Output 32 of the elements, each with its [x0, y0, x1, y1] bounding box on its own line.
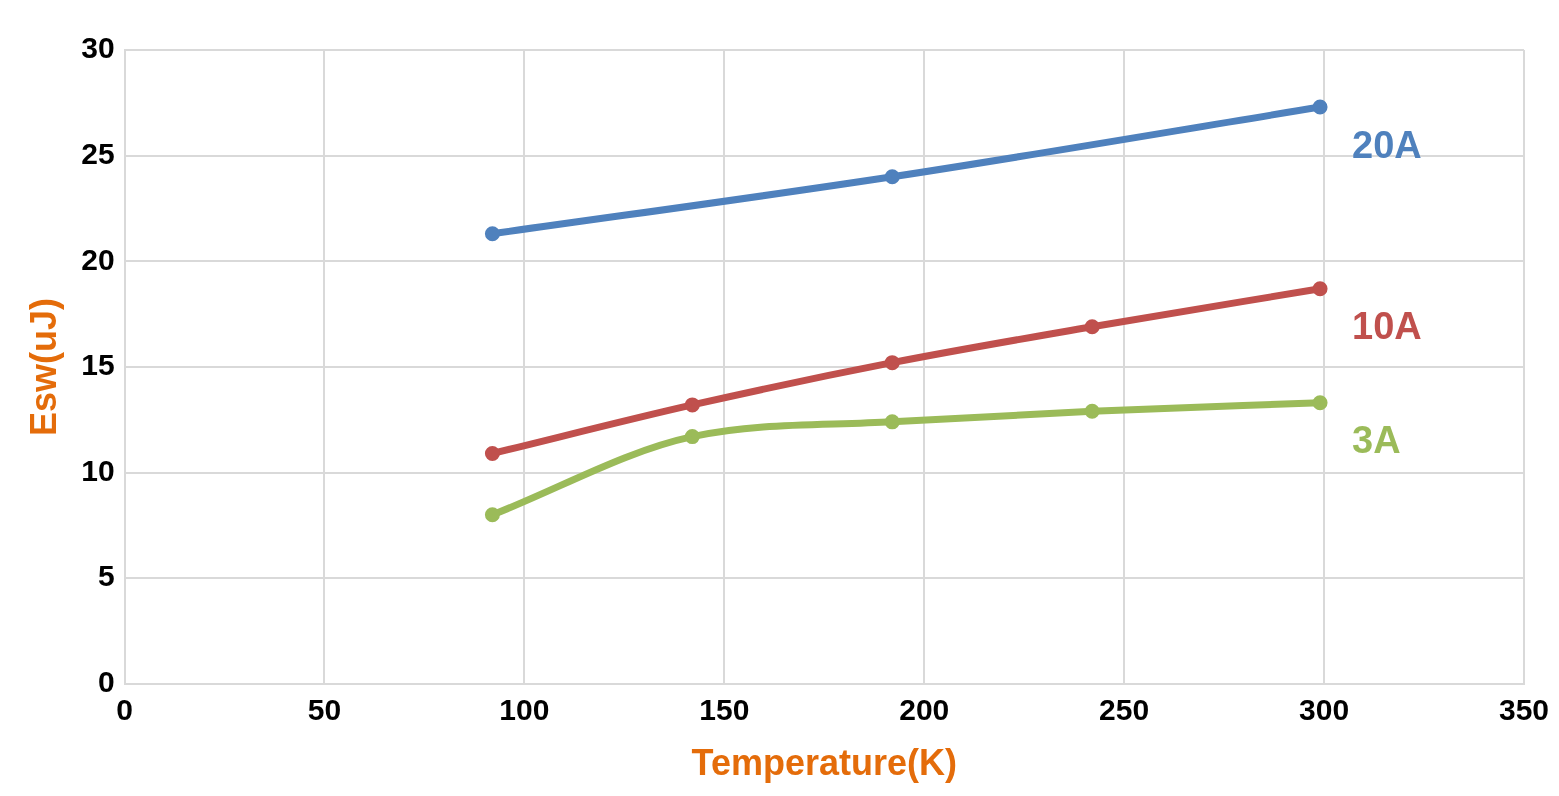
x-tick-label: 200 [899, 693, 950, 727]
point [484, 226, 500, 242]
x-tick-label: 350 [1498, 693, 1549, 727]
y-tick-label: 10 [81, 453, 115, 487]
point [1084, 319, 1100, 335]
y-tick-label: 25 [81, 136, 115, 170]
y-tick-label: 30 [81, 31, 115, 65]
y-axis-title: Esw(uJ) [22, 297, 64, 436]
point [1312, 395, 1328, 411]
series-label: 3A [1352, 419, 1401, 462]
point [884, 414, 900, 430]
point [484, 446, 500, 462]
point [1312, 281, 1328, 297]
series-label: 10A [1352, 305, 1422, 348]
point [884, 355, 900, 371]
y-tick-label: 15 [81, 348, 115, 382]
x-tick-label: 150 [699, 693, 750, 727]
y-tick-label: 0 [97, 665, 115, 699]
point [1084, 403, 1100, 419]
point [684, 429, 700, 445]
point [884, 169, 900, 185]
x-tick-label: 50 [307, 693, 342, 727]
x-tick-label: 250 [1099, 693, 1150, 727]
y-tick-label: 5 [97, 559, 115, 593]
x-axis-title: Temperature(K) [691, 742, 957, 784]
x-tick-label: 300 [1299, 693, 1350, 727]
point [1312, 99, 1328, 115]
y-tick-label: 20 [81, 242, 115, 276]
point [684, 397, 700, 413]
series-label: 20A [1352, 123, 1422, 166]
point [484, 507, 500, 523]
x-tick-label: 100 [499, 693, 550, 727]
